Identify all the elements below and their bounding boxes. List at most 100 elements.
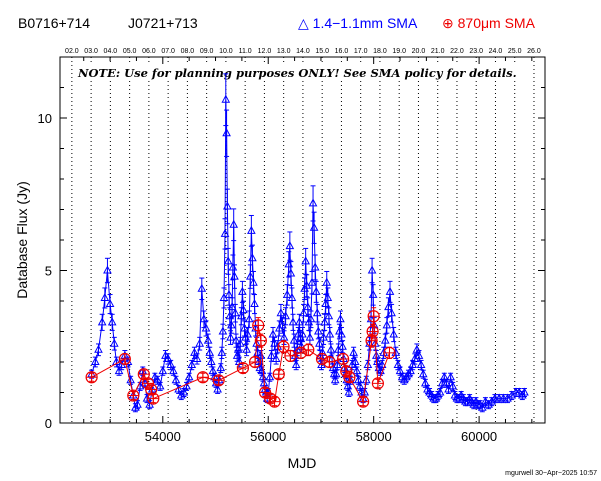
data-point <box>349 347 358 356</box>
source-name: B0716+714 <box>18 15 90 31</box>
top-tick-label: 12.0 <box>258 48 272 55</box>
data-point <box>267 350 276 359</box>
data-point <box>298 329 307 338</box>
data-point <box>244 314 254 323</box>
data-point <box>221 94 231 103</box>
data-point <box>315 338 324 347</box>
data-point <box>232 350 242 359</box>
data-point <box>391 347 401 356</box>
x-tick-label: 54000 <box>145 429 181 444</box>
data-point <box>218 326 228 335</box>
data-point <box>367 265 377 274</box>
data-point <box>243 329 253 338</box>
top-tick-label: 24.0 <box>489 48 503 55</box>
data-point <box>265 372 275 381</box>
data-point <box>382 320 392 329</box>
data-point <box>414 350 424 359</box>
top-tick-label: 09.0 <box>200 48 214 55</box>
data-point <box>385 286 395 295</box>
data-point <box>352 366 362 375</box>
data-point <box>373 356 382 365</box>
data-point <box>291 359 301 369</box>
data-point <box>249 277 258 286</box>
top-tick-label: 11.0 <box>239 48 252 55</box>
data-point <box>336 314 345 323</box>
data-point <box>437 378 447 387</box>
data-point <box>303 302 313 311</box>
data-point <box>387 308 396 317</box>
data-point <box>281 311 290 320</box>
data-point <box>197 283 207 292</box>
top-tick-label: 21.0 <box>431 48 445 55</box>
data-point <box>288 317 298 326</box>
top-tick-label: 19.0 <box>392 48 406 55</box>
data-point <box>100 292 110 301</box>
alt-source-name: J0721+713 <box>128 15 198 31</box>
data-point <box>109 338 119 347</box>
top-tick-label: 17.0 <box>354 48 368 55</box>
data-point <box>309 222 319 231</box>
x-axis: 54000 56000 58000 60000 <box>83 57 533 444</box>
data-point <box>324 311 334 320</box>
data-point <box>192 353 202 362</box>
data-point <box>282 289 292 298</box>
x-axis-label: MJD <box>288 455 317 471</box>
top-tick-label: 07.0 <box>161 48 175 55</box>
data-point <box>226 320 236 329</box>
data-point <box>379 347 389 356</box>
data-point <box>231 335 241 344</box>
top-tick-label: 13.0 <box>277 48 291 55</box>
y-tick-label: 5 <box>45 264 52 279</box>
data-point <box>271 353 281 362</box>
year-gridlines <box>71 57 535 423</box>
data-point <box>230 271 239 280</box>
data-point <box>226 332 235 341</box>
data-point <box>105 298 115 308</box>
data-point <box>380 335 390 344</box>
data-point <box>435 387 445 396</box>
data-point <box>276 308 286 317</box>
data-point <box>184 372 194 381</box>
data-point <box>223 201 232 210</box>
data-point <box>166 359 176 369</box>
planning-note: NOTE: Use for planning purposes ONLY! Se… <box>77 66 517 80</box>
top-tick-label: 22.0 <box>450 48 464 55</box>
data-point <box>360 387 370 396</box>
data-point <box>323 292 333 301</box>
data-point <box>171 375 181 384</box>
data-point <box>318 347 327 356</box>
data-point <box>331 369 341 378</box>
y-axis-label: Database Flux (Jy) <box>14 181 30 298</box>
data-point <box>289 335 299 344</box>
data-point <box>107 317 117 326</box>
data-point <box>384 302 393 311</box>
data-point <box>199 314 209 323</box>
data-point <box>313 326 323 335</box>
data-point <box>326 344 336 353</box>
data-point <box>179 387 189 396</box>
data-point <box>223 256 233 265</box>
plot-frame <box>59 56 546 424</box>
data-point <box>319 332 328 341</box>
top-tick-label: 08.0 <box>181 48 195 55</box>
data-point <box>103 265 112 274</box>
top-tick-label: 20.0 <box>412 48 426 55</box>
data-point <box>90 356 100 365</box>
top-tick-label: 03.0 <box>84 48 98 55</box>
top-tick-label: 04.0 <box>104 48 118 55</box>
top-tick-label: 25.0 <box>508 48 522 55</box>
data-point <box>499 393 508 402</box>
data-point <box>245 271 255 280</box>
data-point <box>350 356 360 365</box>
top-tick-label: 06.0 <box>142 48 156 55</box>
data-point <box>256 350 266 359</box>
data-point <box>285 241 295 250</box>
data-point <box>477 402 487 411</box>
data-point <box>155 381 165 390</box>
data-point <box>248 253 257 262</box>
top-tick-label: 18.0 <box>373 48 387 55</box>
top-tick-label: 05.0 <box>123 48 137 55</box>
data-point <box>217 347 227 356</box>
y-axis: 0 5 10 <box>38 56 545 431</box>
